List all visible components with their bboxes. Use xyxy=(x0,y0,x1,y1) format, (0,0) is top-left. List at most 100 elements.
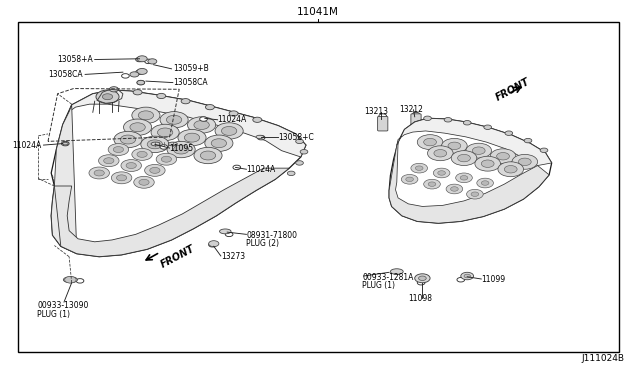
Text: 13213: 13213 xyxy=(364,107,388,116)
Circle shape xyxy=(411,163,428,173)
Ellipse shape xyxy=(390,269,403,275)
Circle shape xyxy=(160,112,188,128)
Circle shape xyxy=(137,56,147,62)
Text: 13212: 13212 xyxy=(399,105,424,114)
Circle shape xyxy=(205,135,233,151)
Circle shape xyxy=(94,170,104,176)
Circle shape xyxy=(490,149,516,164)
Circle shape xyxy=(120,135,136,144)
Circle shape xyxy=(229,111,238,116)
Circle shape xyxy=(257,135,265,140)
Circle shape xyxy=(76,279,84,283)
Circle shape xyxy=(124,119,152,135)
Circle shape xyxy=(139,179,149,185)
Circle shape xyxy=(451,151,477,166)
Text: 13058CA: 13058CA xyxy=(49,70,83,79)
Polygon shape xyxy=(397,118,552,166)
Circle shape xyxy=(419,276,426,280)
Circle shape xyxy=(167,141,195,158)
Circle shape xyxy=(211,139,227,148)
Circle shape xyxy=(96,90,119,103)
Circle shape xyxy=(136,57,143,62)
Circle shape xyxy=(136,70,143,74)
Text: 13058+A: 13058+A xyxy=(57,55,93,64)
Circle shape xyxy=(147,140,163,149)
Circle shape xyxy=(481,160,494,167)
Circle shape xyxy=(417,135,443,150)
Circle shape xyxy=(466,143,492,158)
Circle shape xyxy=(138,111,154,120)
Circle shape xyxy=(524,138,532,143)
Text: 11024A: 11024A xyxy=(12,141,42,150)
Circle shape xyxy=(424,116,431,121)
Text: 11095: 11095 xyxy=(170,144,194,153)
Circle shape xyxy=(134,176,154,188)
Text: 13273: 13273 xyxy=(221,252,245,261)
Text: 13058+C: 13058+C xyxy=(278,133,314,142)
Circle shape xyxy=(181,99,190,104)
Circle shape xyxy=(434,150,447,157)
Polygon shape xyxy=(69,90,306,157)
Circle shape xyxy=(111,172,132,184)
Circle shape xyxy=(477,178,493,188)
Bar xyxy=(18,22,619,352)
Circle shape xyxy=(130,123,145,132)
Circle shape xyxy=(150,167,160,173)
Circle shape xyxy=(424,179,440,189)
Circle shape xyxy=(137,80,145,85)
Circle shape xyxy=(472,147,485,154)
Circle shape xyxy=(393,270,401,275)
Polygon shape xyxy=(389,142,549,223)
Circle shape xyxy=(132,148,152,160)
Circle shape xyxy=(157,128,173,137)
Text: 11099: 11099 xyxy=(481,275,506,284)
Text: 00933-1281A: 00933-1281A xyxy=(362,273,413,282)
Circle shape xyxy=(130,72,139,77)
FancyBboxPatch shape xyxy=(378,116,388,131)
Text: PLUG (2): PLUG (2) xyxy=(246,239,280,248)
Text: FRONT: FRONT xyxy=(159,244,196,270)
Circle shape xyxy=(446,184,463,194)
Circle shape xyxy=(205,105,214,110)
Text: 08931-71800: 08931-71800 xyxy=(246,231,298,240)
Circle shape xyxy=(215,123,243,139)
Circle shape xyxy=(456,173,472,183)
Circle shape xyxy=(505,131,513,135)
Circle shape xyxy=(108,144,129,155)
Circle shape xyxy=(457,278,465,282)
Circle shape xyxy=(540,148,548,153)
Text: 11024A: 11024A xyxy=(218,115,247,124)
Circle shape xyxy=(137,68,147,74)
Ellipse shape xyxy=(220,229,231,234)
Circle shape xyxy=(444,118,452,122)
Circle shape xyxy=(126,163,136,169)
Circle shape xyxy=(188,117,216,133)
Circle shape xyxy=(442,138,467,153)
Circle shape xyxy=(141,136,169,153)
Circle shape xyxy=(200,117,207,121)
Circle shape xyxy=(451,187,458,191)
Circle shape xyxy=(518,158,531,166)
Ellipse shape xyxy=(63,277,77,283)
Circle shape xyxy=(121,160,141,171)
Ellipse shape xyxy=(168,142,177,146)
Circle shape xyxy=(99,155,119,167)
Circle shape xyxy=(464,274,470,278)
Circle shape xyxy=(178,129,206,146)
Circle shape xyxy=(460,176,468,180)
Circle shape xyxy=(379,121,387,125)
Text: J111024B: J111024B xyxy=(581,354,624,363)
Text: 11098: 11098 xyxy=(408,294,433,303)
Circle shape xyxy=(463,121,471,125)
Circle shape xyxy=(122,74,129,78)
Circle shape xyxy=(475,156,500,171)
Circle shape xyxy=(481,181,489,185)
Circle shape xyxy=(233,165,241,170)
Circle shape xyxy=(504,166,517,173)
Circle shape xyxy=(145,59,152,64)
Circle shape xyxy=(65,276,76,283)
Circle shape xyxy=(160,145,168,149)
Ellipse shape xyxy=(151,142,160,146)
Circle shape xyxy=(412,112,420,117)
Text: PLUG (1): PLUG (1) xyxy=(362,281,396,290)
